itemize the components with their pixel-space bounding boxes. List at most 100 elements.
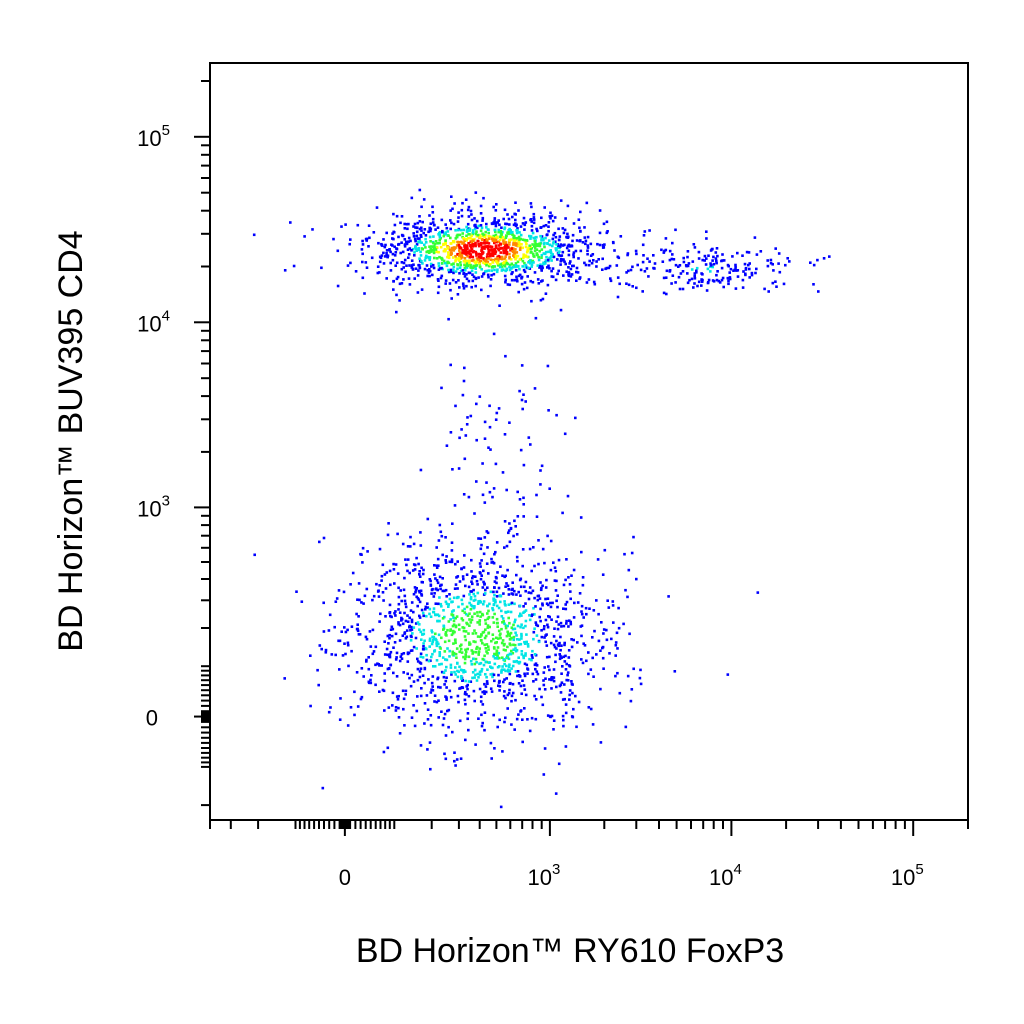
data-point (443, 752, 446, 756)
data-point (394, 658, 398, 661)
data-point (367, 224, 371, 227)
data-point (516, 559, 519, 563)
data-point (641, 243, 645, 247)
data-point (542, 671, 546, 674)
data-point (587, 263, 591, 267)
data-point (529, 202, 533, 205)
data-point (559, 308, 563, 312)
data-point (406, 545, 410, 548)
data-point (453, 679, 457, 683)
data-point (619, 235, 623, 238)
data-point (481, 216, 485, 220)
data-point (451, 256, 455, 259)
data-point (449, 219, 452, 222)
data-point (523, 662, 527, 666)
data-point (567, 656, 571, 659)
data-point (449, 618, 452, 621)
data-point (580, 610, 583, 613)
data-point (490, 757, 493, 760)
data-point (709, 270, 712, 273)
data-point (690, 268, 694, 271)
data-point (555, 685, 558, 689)
data-point (385, 254, 388, 257)
data-point (466, 647, 469, 651)
data-point (648, 260, 651, 263)
data-point (403, 222, 406, 226)
data-point (419, 655, 423, 659)
data-point (507, 588, 511, 591)
data-point (363, 292, 366, 295)
data-point (421, 247, 424, 251)
data-point (500, 627, 503, 631)
data-point (517, 590, 520, 594)
data-point (477, 676, 480, 679)
data-point (449, 663, 453, 667)
data-point (332, 237, 335, 241)
data-point (481, 612, 484, 616)
data-point (413, 277, 416, 280)
data-point (635, 252, 638, 256)
data-point (479, 241, 483, 245)
data-point (552, 668, 556, 671)
data-point (431, 205, 434, 209)
data-point (497, 673, 500, 677)
data-point (463, 611, 467, 614)
data-point (466, 247, 469, 251)
data-point (427, 659, 431, 663)
data-point (470, 615, 474, 618)
data-point (585, 612, 588, 616)
data-point (513, 589, 516, 593)
data-point (479, 256, 483, 260)
data-point (601, 243, 605, 247)
data-point (639, 668, 642, 672)
data-point (566, 204, 570, 208)
data-point (442, 675, 446, 679)
data-point (566, 679, 570, 682)
data-point (492, 332, 496, 336)
data-point (367, 245, 370, 248)
data-point (438, 575, 442, 579)
data-point (720, 266, 724, 270)
data-point (493, 252, 497, 255)
data-point (488, 425, 492, 429)
data-point (534, 698, 538, 701)
data-point (462, 287, 466, 290)
data-point (464, 198, 468, 201)
data-point (442, 249, 446, 253)
data-point (521, 265, 524, 268)
data-point (550, 275, 554, 278)
data-point (449, 242, 453, 245)
data-point (524, 254, 528, 257)
data-point (495, 236, 499, 239)
data-point (394, 251, 398, 254)
data-point (570, 638, 573, 641)
data-point (413, 251, 416, 254)
data-point (444, 242, 447, 245)
data-point (386, 255, 389, 259)
data-point (522, 253, 526, 257)
data-point (555, 248, 558, 252)
data-point (492, 221, 495, 224)
data-point (414, 622, 418, 625)
data-point (361, 252, 364, 256)
data-point (376, 662, 379, 665)
data-point (518, 578, 522, 582)
data-point (394, 264, 397, 267)
data-point (622, 622, 625, 626)
data-point (421, 611, 425, 615)
data-point (584, 239, 588, 243)
data-point (489, 590, 493, 594)
data-point (448, 593, 451, 596)
data-point (731, 255, 734, 258)
data-point (434, 248, 438, 251)
data-point (432, 638, 435, 642)
data-point (721, 253, 724, 256)
data-point (447, 253, 450, 257)
data-point (458, 233, 462, 237)
data-point (822, 257, 826, 260)
data-point (510, 592, 514, 595)
data-point (499, 229, 503, 233)
data-point (586, 249, 589, 252)
data-point (309, 654, 312, 657)
